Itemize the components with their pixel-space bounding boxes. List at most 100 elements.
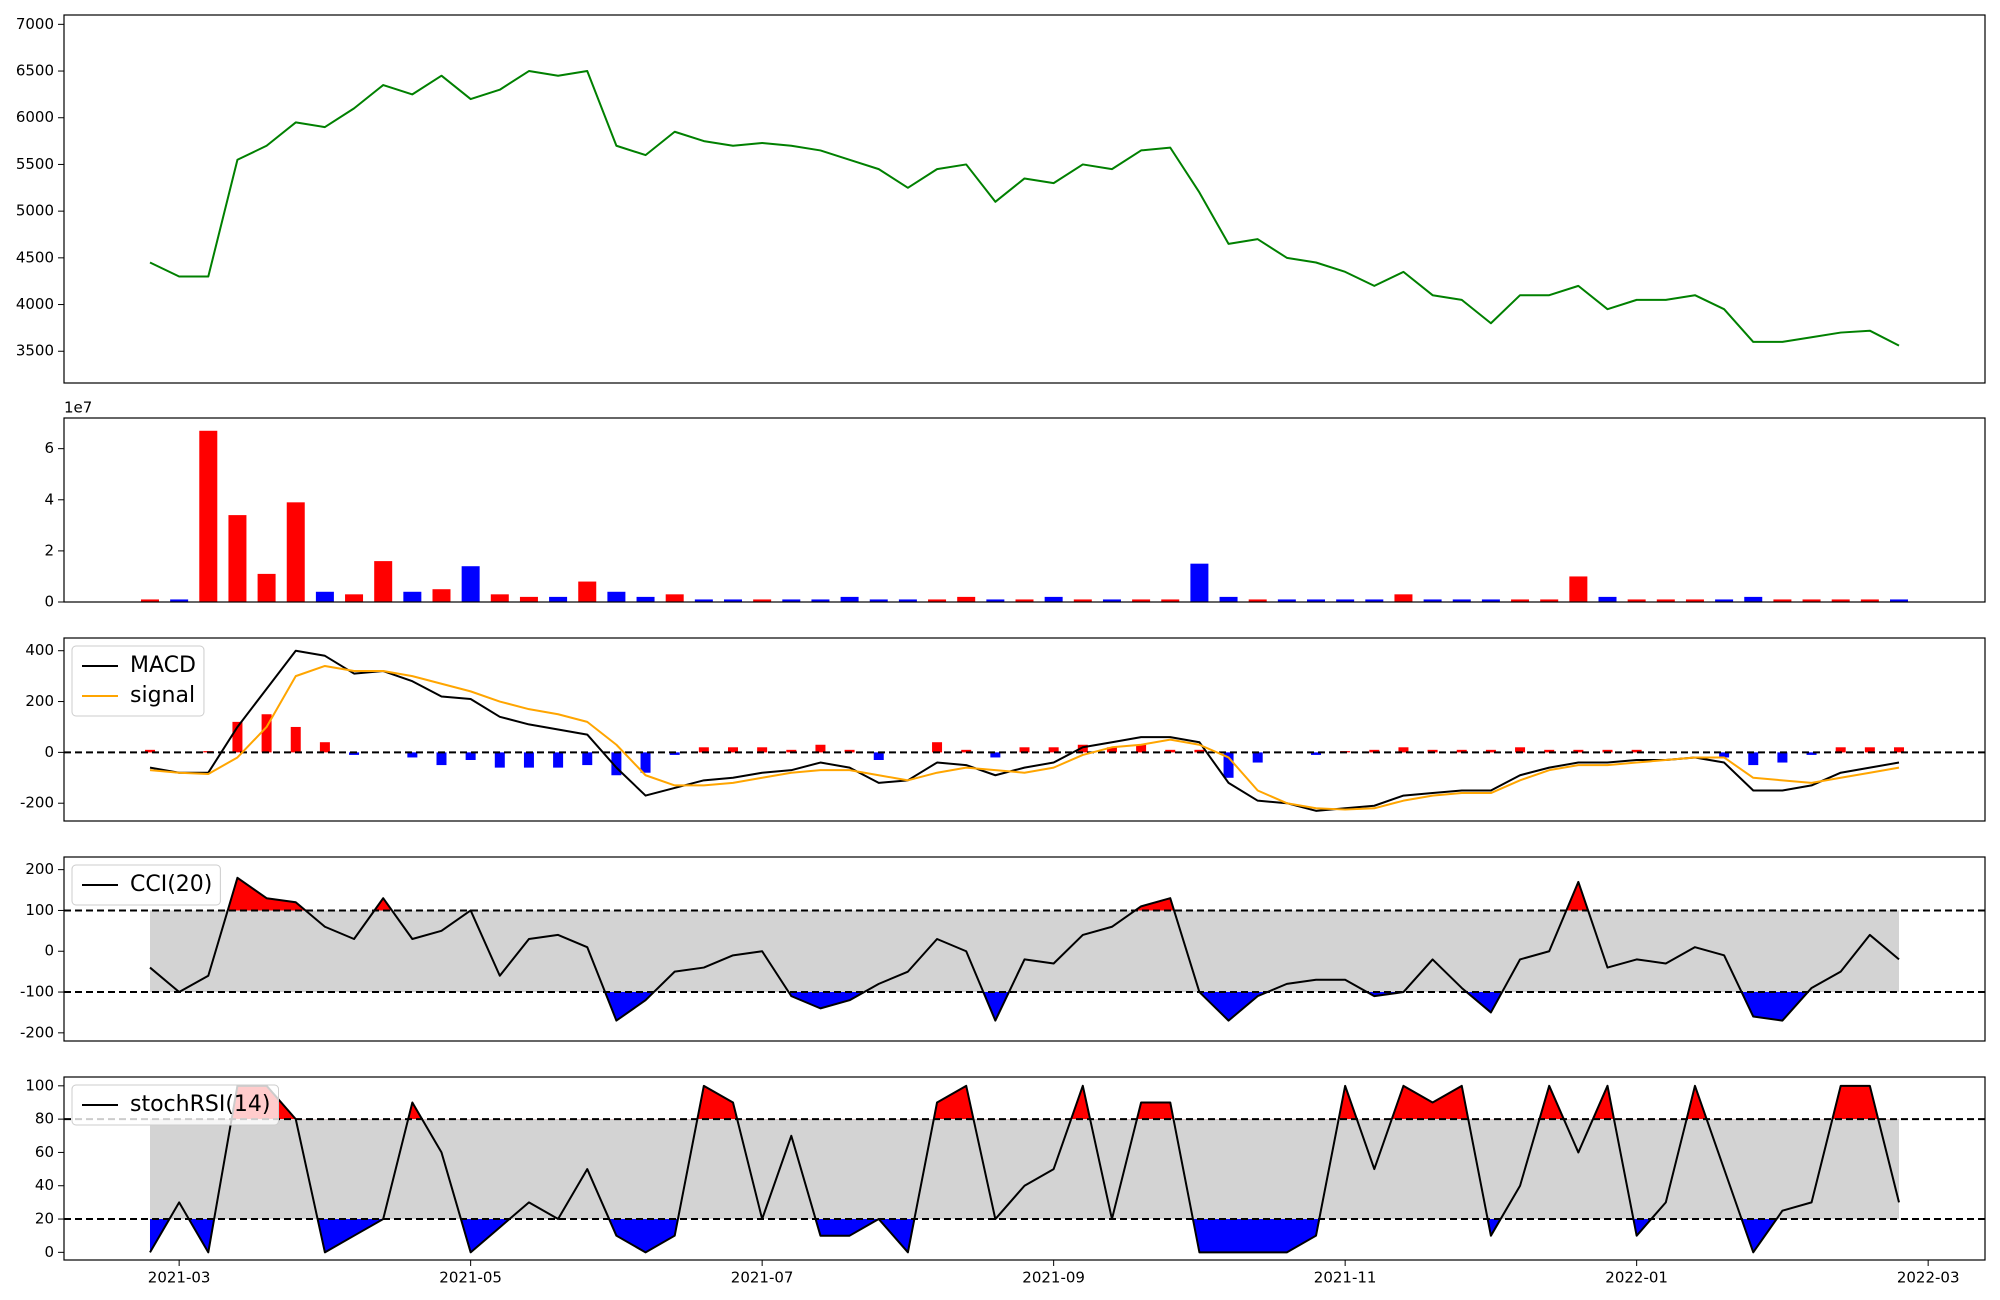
y-tick-label: 80: [35, 1110, 54, 1128]
volume-bar: [1190, 563, 1209, 602]
volume-bar: [199, 430, 218, 602]
x-tick-label: 2021-05: [439, 1269, 502, 1287]
volume-bar: [1802, 599, 1821, 602]
volume-bar: [345, 594, 364, 602]
volume-bar: [1044, 596, 1063, 602]
histogram-bar: [1369, 749, 1380, 753]
histogram-bar: [261, 714, 272, 753]
volume-bar: [840, 596, 859, 602]
volume-bar: [1277, 599, 1296, 602]
y-tick-label: 0: [44, 942, 54, 960]
volume-bar: [1860, 599, 1879, 602]
histogram-bar: [1894, 747, 1905, 753]
histogram-bar: [349, 752, 360, 755]
volume-bar: [1685, 599, 1704, 602]
volume-bar: [753, 599, 772, 602]
histogram-bar: [1106, 747, 1117, 753]
y-tick-label: 40: [35, 1176, 54, 1194]
histogram-bar: [144, 749, 155, 753]
series-line: [149, 70, 1900, 347]
volume-bar: [1365, 599, 1384, 602]
histogram-bar: [319, 742, 330, 753]
histogram-bar: [1252, 752, 1263, 763]
band: [149, 1119, 1900, 1220]
plot-area: [140, 430, 1909, 602]
histogram-bar: [1631, 749, 1642, 753]
histogram-bar: [669, 752, 680, 755]
volume-bar: [986, 599, 1005, 602]
histogram-bar: [1427, 749, 1438, 753]
band: [149, 910, 1900, 993]
histogram-bar: [990, 752, 1001, 758]
volume-bar: [1481, 599, 1500, 602]
volume-bar: [1715, 599, 1734, 602]
histogram-bar: [1398, 747, 1409, 753]
axes-frame: [63, 417, 1986, 603]
volume-bar: [1423, 599, 1442, 602]
histogram-bar: [1864, 747, 1875, 753]
volume-bar: [1569, 576, 1588, 602]
histogram-bar: [1544, 749, 1555, 753]
legend: stochRSI(14): [71, 1084, 279, 1126]
histogram-bar: [232, 721, 243, 753]
histogram-bar: [1602, 749, 1613, 753]
y-tick-label: 6: [44, 439, 54, 457]
series-line: [149, 876, 1900, 1022]
y-tick-label: -200: [20, 794, 54, 812]
histogram-bar: [873, 752, 884, 760]
histogram-bar: [1719, 752, 1730, 758]
histogram-bar: [1777, 752, 1788, 763]
legend-label: stochRSI(14): [130, 1092, 271, 1117]
volume-bar: [928, 599, 947, 602]
offset-label: 1e7: [64, 399, 92, 417]
legend-label: MACD: [130, 653, 196, 678]
volume-bar: [1132, 599, 1151, 602]
histogram-bar: [1835, 747, 1846, 753]
histogram-bar: [1019, 747, 1030, 753]
legend-label: CCI(20): [130, 872, 212, 897]
y-tick-label: 20: [35, 1210, 54, 1228]
plot-area: [64, 876, 1985, 1022]
volume-bar: [1540, 599, 1559, 602]
histogram-bar: [640, 752, 651, 773]
y-tick-label: 5000: [16, 202, 54, 220]
histogram-bar: [1456, 749, 1467, 753]
volume-bar: [694, 599, 713, 602]
legend: MACD signal: [71, 645, 205, 717]
axes-frame: [63, 1076, 1986, 1261]
volume-bar: [257, 573, 276, 602]
y-tick-label: 7000: [16, 15, 54, 33]
series-line: [149, 649, 1900, 812]
histogram-bar: [1573, 749, 1584, 753]
plot-area: [64, 1084, 1985, 1254]
y-tick-label: 6000: [16, 108, 54, 126]
volume-bar: [782, 599, 801, 602]
x-tick-label: 2021-03: [148, 1269, 211, 1287]
y-tick-label: 4: [44, 490, 54, 508]
y-tick-label: 200: [25, 692, 54, 710]
volume-bar: [1598, 596, 1617, 602]
legend: CCI(20): [71, 864, 221, 906]
y-tick-label: 200: [25, 860, 54, 878]
volume-bar: [1307, 599, 1326, 602]
series-line: [149, 1084, 1900, 1254]
volume-bar: [1248, 599, 1267, 602]
histogram-bar: [1806, 752, 1817, 755]
axes-frame: [63, 637, 1986, 822]
y-tick-label: -200: [20, 1023, 54, 1041]
legend-box: [71, 645, 205, 717]
histogram-bar: [961, 749, 972, 753]
histogram-bar: [611, 752, 622, 776]
y-tick-label: 0: [44, 593, 54, 611]
histogram-bar: [582, 752, 593, 766]
x-tick-label: 2021-11: [1314, 1269, 1377, 1287]
series-line: [149, 664, 1900, 811]
volume-bar: [432, 589, 451, 602]
plot-area: [149, 70, 1900, 347]
histogram-bar: [1048, 747, 1059, 753]
y-tick-label: 400: [25, 641, 54, 659]
volume-bar: [898, 599, 917, 602]
volume-bar: [1015, 599, 1034, 602]
